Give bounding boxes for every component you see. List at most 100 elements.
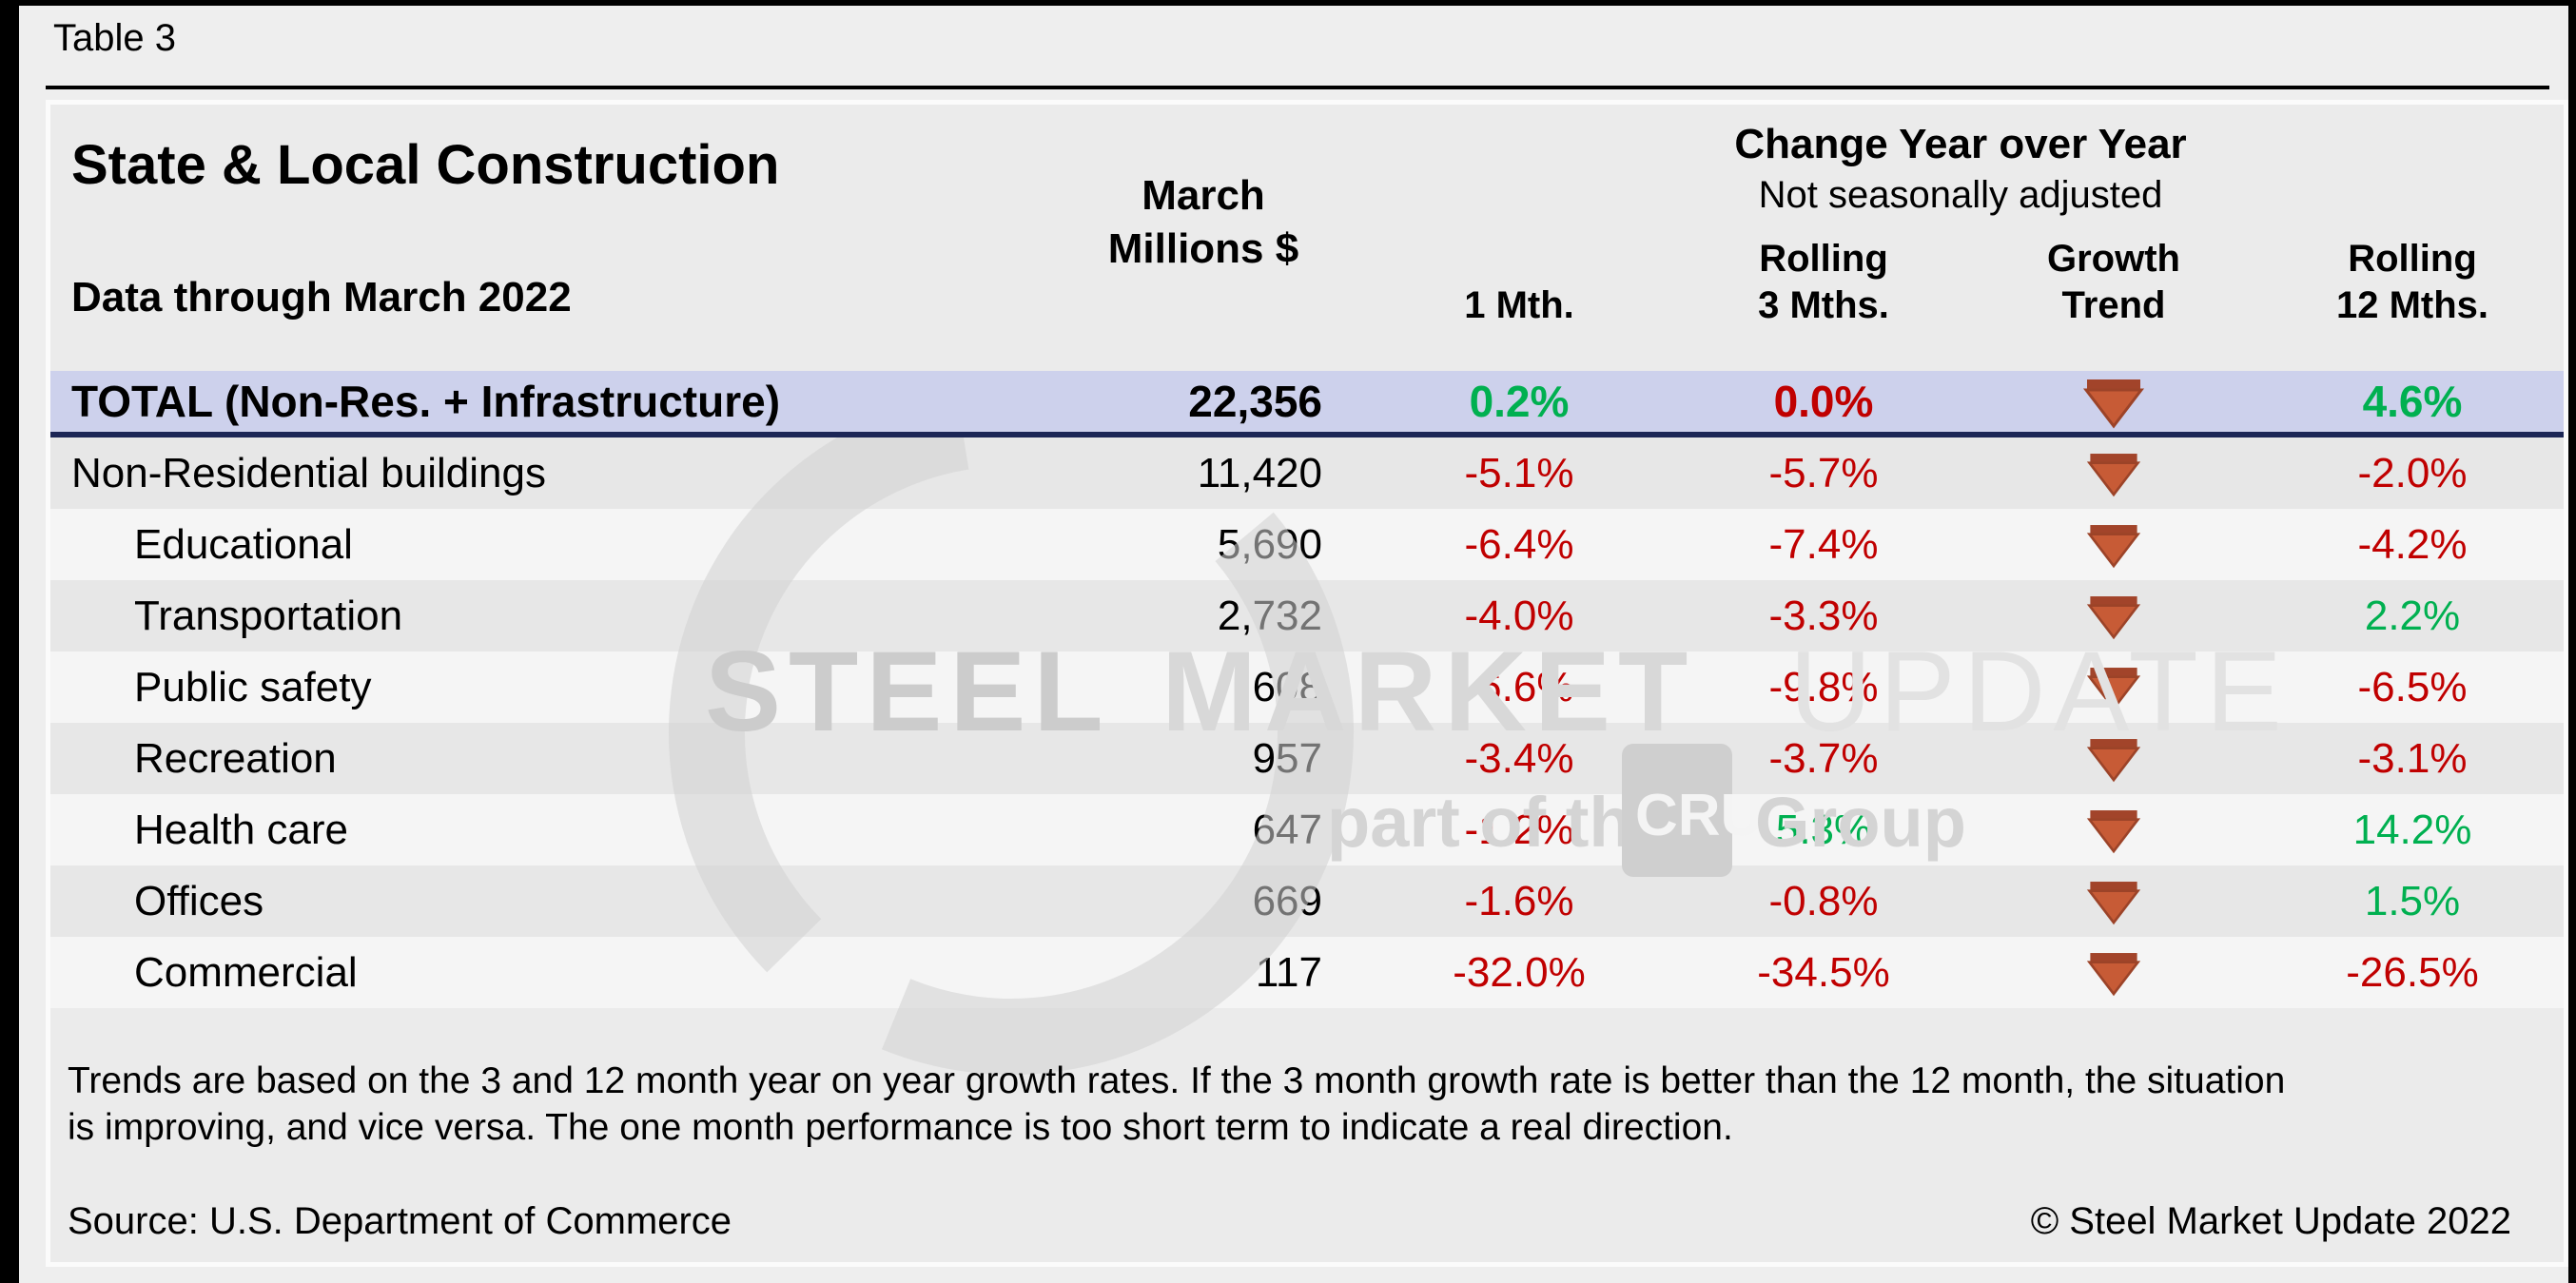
header-divider (46, 86, 2549, 89)
col-header-rolling-3mths: Rolling 3 Mths. (1681, 236, 1966, 331)
row-label: Public safety (134, 663, 372, 710)
pct-12mths: 2.2% (2364, 592, 2461, 639)
table-body: Non-Residential buildings 11,420 -5.1% -… (50, 437, 2564, 1008)
pct-3mths: -0.8% (1768, 877, 1879, 924)
millions-value: 117 (1255, 948, 1322, 996)
col-header-trend-line: Trend (2061, 284, 2166, 327)
table-row: Health care 647 -1.2% 5.3% 14.2% (50, 794, 2564, 865)
down-arrow-icon (2086, 454, 2141, 497)
millions-value: 5,690 (1217, 520, 1322, 568)
down-arrow-icon (2086, 953, 2141, 997)
table-row: Commercial 117 -32.0% -34.5% -26.5% (50, 937, 2564, 1008)
trend-notes: Trends are based on the 3 and 12 month y… (68, 1058, 2541, 1151)
pct-3mths: -9.8% (1768, 663, 1879, 710)
millions-value: 11,420 (1197, 449, 1322, 496)
pct-12mths: -2.0% (2357, 449, 2468, 496)
pct-1mth: -6.6% (1464, 663, 1574, 710)
trend-cell (1966, 734, 2261, 783)
down-arrow-icon (2086, 739, 2141, 783)
pct-3mths: -3.7% (1768, 734, 1879, 782)
trend-cell (1966, 663, 2261, 711)
col-header-3mths-line: 3 Mths. (1758, 284, 1889, 327)
down-arrow-icon (2086, 668, 2141, 711)
col-header-12mths-line: 12 Mths. (2335, 284, 2489, 327)
march-millions-header: March Millions $ (956, 169, 1451, 277)
pct-3mths: 0.0% (1773, 377, 1874, 426)
millions-value: 957 (1252, 734, 1322, 782)
row-label: Offices (134, 877, 264, 924)
col-header-rolling-line: Rolling (1759, 238, 1888, 281)
pct-1mth: -1.6% (1464, 877, 1574, 924)
trend-cell (1966, 877, 2261, 925)
pct-12mths: -26.5% (2346, 948, 2479, 996)
pct-3mths: -34.5% (1757, 948, 1890, 996)
row-label: TOTAL (Non-Res. + Infrastructure) (71, 377, 781, 426)
trend-notes-line2: is improving, and vice versa. The one mo… (68, 1107, 1733, 1149)
pct-12mths: -6.5% (2357, 663, 2468, 710)
trend-notes-line1: Trends are based on the 3 and 12 month y… (68, 1060, 2286, 1101)
pct-1mth: 0.2% (1469, 377, 1570, 426)
down-arrow-icon (2086, 810, 2141, 854)
march-header: March (1142, 172, 1265, 219)
row-label: Commercial (134, 948, 358, 996)
copyright-label: © Steel Market Update 2022 (2030, 1200, 2511, 1242)
trend-cell (1966, 449, 2261, 497)
row-label: Health care (134, 806, 349, 853)
down-arrow-icon (2086, 596, 2141, 640)
column-headers: 1 Mth. Rolling 3 Mths. Growth Trend Roll… (1357, 238, 2564, 331)
pct-12mths: 4.6% (2362, 377, 2463, 426)
down-arrow-icon (2086, 525, 2141, 569)
table-row: Public safety 608 -6.6% -9.8% -6.5% (50, 651, 2564, 723)
millions-value: 2,732 (1217, 592, 1322, 639)
millions-value: 669 (1252, 877, 1322, 924)
pct-12mths: 1.5% (2364, 877, 2461, 924)
col-header-growth-line: Growth (2047, 238, 2180, 281)
col-header-rolling-line: Rolling (2348, 238, 2477, 281)
table-row: Educational 5,690 -6.4% -7.4% -4.2% (50, 509, 2564, 580)
col-header-1mth: 1 Mth. (1464, 284, 1574, 327)
row-label: Recreation (134, 734, 337, 782)
millions-value: 608 (1252, 663, 1322, 710)
pct-3mths: 5.3% (1775, 806, 1872, 853)
down-arrow-icon (2082, 379, 2145, 429)
pct-1mth: -1.2% (1464, 806, 1574, 853)
row-label: Transportation (134, 592, 403, 639)
trend-cell (1966, 374, 2261, 429)
pct-3mths: -5.7% (1768, 449, 1879, 496)
trend-cell (1966, 592, 2261, 640)
pct-1mth: -5.1% (1464, 449, 1574, 496)
trend-cell (1966, 520, 2261, 569)
data-table-panel: STEEL MARKET UPDATE part of the CRU Grou… (46, 100, 2568, 1267)
down-arrow-icon (2086, 882, 2141, 925)
trend-cell (1966, 806, 2261, 854)
pct-1mth: -4.0% (1464, 592, 1574, 639)
trend-cell (1966, 948, 2261, 997)
group-header-sub: Not seasonally adjusted (1758, 173, 2163, 216)
data-through-label: Data through March 2022 (71, 274, 572, 321)
col-header-growth-trend: Growth Trend (1966, 236, 2261, 331)
row-label: Educational (134, 520, 353, 568)
pct-3mths: -7.4% (1768, 520, 1879, 568)
millions-value: 22,356 (1188, 377, 1322, 426)
total-row: TOTAL (Non-Res. + Infrastructure) 22,356… (50, 371, 2564, 437)
page-background: Table 3 STEEL MARKET UPDATE part of the … (19, 6, 2568, 1283)
col-header-rolling-12mths: Rolling 12 Mths. (2261, 236, 2564, 331)
table-row: Offices 669 -1.6% -0.8% 1.5% (50, 865, 2564, 937)
source-label: Source: U.S. Department of Commerce (68, 1200, 732, 1242)
millions-value: 647 (1252, 806, 1322, 853)
table-row: Recreation 957 -3.4% -3.7% -3.1% (50, 723, 2564, 794)
pct-1mth: -32.0% (1453, 948, 1586, 996)
pct-1mth: -6.4% (1464, 520, 1574, 568)
row-label: Non-Residential buildings (71, 449, 546, 496)
table-row: Non-Residential buildings 11,420 -5.1% -… (50, 437, 2564, 509)
pct-12mths: -3.1% (2357, 734, 2468, 782)
group-header-title: Change Year over Year (1734, 121, 2187, 167)
pct-1mth: -3.4% (1464, 734, 1574, 782)
pct-12mths: 14.2% (2352, 806, 2472, 853)
pct-3mths: -3.3% (1768, 592, 1879, 639)
pct-12mths: -4.2% (2357, 520, 2468, 568)
table-label: Table 3 (53, 17, 176, 59)
table-row: Transportation 2,732 -4.0% -3.3% 2.2% (50, 580, 2564, 651)
change-yoy-header: Change Year over Year Not seasonally adj… (1357, 120, 2564, 220)
